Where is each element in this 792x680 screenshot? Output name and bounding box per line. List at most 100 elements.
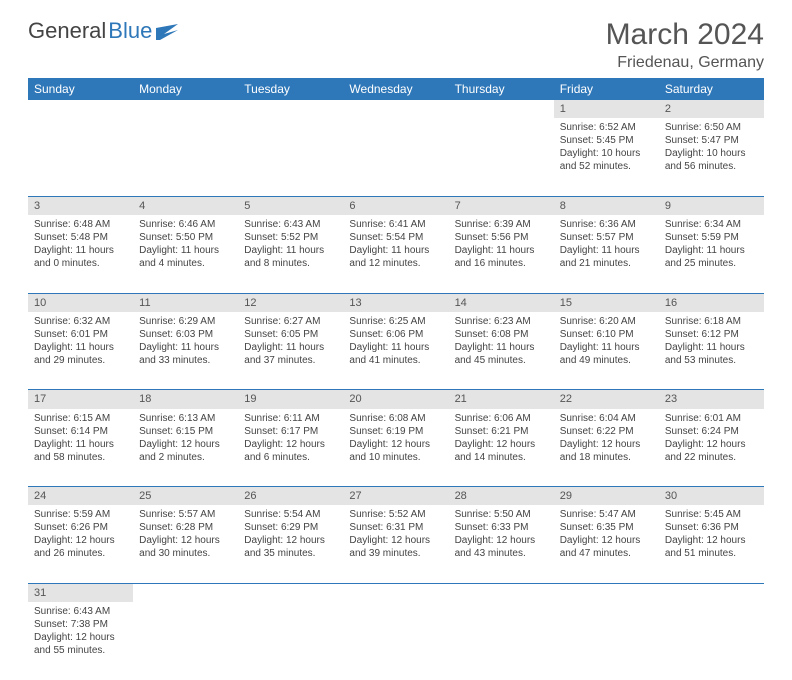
sunset-text: Sunset: 6:36 PM (665, 521, 758, 534)
sunset-text: Sunset: 6:24 PM (665, 425, 758, 438)
daynum-row: 31 (28, 583, 764, 602)
daynum-cell: 4 (133, 196, 238, 215)
day-cell: Sunrise: 6:34 AMSunset: 5:59 PMDaylight:… (659, 215, 764, 293)
sunrise-text: Sunrise: 6:20 AM (560, 315, 653, 328)
daynum-cell: 8 (554, 196, 659, 215)
daynum-cell: 16 (659, 293, 764, 312)
daynum-cell: 9 (659, 196, 764, 215)
daynum-cell: 24 (28, 487, 133, 506)
daynum-row: 3456789 (28, 196, 764, 215)
sunrise-text: Sunrise: 5:52 AM (349, 508, 442, 521)
day-cell: Sunrise: 6:50 AMSunset: 5:47 PMDaylight:… (659, 118, 764, 196)
day-cell: Sunrise: 6:46 AMSunset: 5:50 PMDaylight:… (133, 215, 238, 293)
daylight-text: Daylight: 10 hours and 56 minutes. (665, 147, 758, 173)
sunset-text: Sunset: 6:12 PM (665, 328, 758, 341)
day-cell: Sunrise: 6:29 AMSunset: 6:03 PMDaylight:… (133, 312, 238, 390)
sunrise-text: Sunrise: 6:15 AM (34, 412, 127, 425)
sunset-text: Sunset: 6:28 PM (139, 521, 232, 534)
sunrise-text: Sunrise: 5:50 AM (455, 508, 548, 521)
sunrise-text: Sunrise: 6:52 AM (560, 121, 653, 134)
daynum-cell (449, 583, 554, 602)
day-cell (343, 602, 448, 680)
logo-text-2: Blue (108, 18, 152, 44)
location: Friedenau, Germany (606, 54, 764, 72)
sunrise-text: Sunrise: 6:06 AM (455, 412, 548, 425)
sunset-text: Sunset: 7:38 PM (34, 618, 127, 631)
day-cell: Sunrise: 6:13 AMSunset: 6:15 PMDaylight:… (133, 409, 238, 487)
daylight-text: Daylight: 12 hours and 2 minutes. (139, 438, 232, 464)
daynum-cell: 20 (343, 390, 448, 409)
sunset-text: Sunset: 6:15 PM (139, 425, 232, 438)
daynum-cell: 21 (449, 390, 554, 409)
sunset-text: Sunset: 5:50 PM (139, 231, 232, 244)
daynum-cell: 26 (238, 487, 343, 506)
daylight-text: Daylight: 11 hours and 41 minutes. (349, 341, 442, 367)
day-cell: Sunrise: 5:57 AMSunset: 6:28 PMDaylight:… (133, 505, 238, 583)
daynum-cell: 14 (449, 293, 554, 312)
sunrise-text: Sunrise: 5:57 AM (139, 508, 232, 521)
sunset-text: Sunset: 6:14 PM (34, 425, 127, 438)
day-cell: Sunrise: 6:36 AMSunset: 5:57 PMDaylight:… (554, 215, 659, 293)
sunset-text: Sunset: 6:17 PM (244, 425, 337, 438)
day-cell: Sunrise: 6:11 AMSunset: 6:17 PMDaylight:… (238, 409, 343, 487)
daynum-cell: 13 (343, 293, 448, 312)
sunrise-text: Sunrise: 6:29 AM (139, 315, 232, 328)
day-cell: Sunrise: 6:32 AMSunset: 6:01 PMDaylight:… (28, 312, 133, 390)
daylight-text: Daylight: 11 hours and 25 minutes. (665, 244, 758, 270)
daynum-cell: 19 (238, 390, 343, 409)
day-cell: Sunrise: 6:18 AMSunset: 6:12 PMDaylight:… (659, 312, 764, 390)
daynum-cell (343, 583, 448, 602)
sunset-text: Sunset: 5:56 PM (455, 231, 548, 244)
day-cell (449, 118, 554, 196)
weekday-header: Monday (133, 78, 238, 100)
daynum-cell: 18 (133, 390, 238, 409)
daylight-text: Daylight: 11 hours and 0 minutes. (34, 244, 127, 270)
day-cell: Sunrise: 6:27 AMSunset: 6:05 PMDaylight:… (238, 312, 343, 390)
daylight-text: Daylight: 11 hours and 8 minutes. (244, 244, 337, 270)
sunset-text: Sunset: 6:03 PM (139, 328, 232, 341)
sunset-text: Sunset: 6:06 PM (349, 328, 442, 341)
sunset-text: Sunset: 5:45 PM (560, 134, 653, 147)
day-cell (343, 118, 448, 196)
daylight-text: Daylight: 12 hours and 51 minutes. (665, 534, 758, 560)
sunrise-text: Sunrise: 6:08 AM (349, 412, 442, 425)
sunrise-text: Sunrise: 6:23 AM (455, 315, 548, 328)
day-cell: Sunrise: 6:06 AMSunset: 6:21 PMDaylight:… (449, 409, 554, 487)
month-title: March 2024 (606, 18, 764, 52)
day-cell (133, 602, 238, 680)
daylight-text: Daylight: 12 hours and 14 minutes. (455, 438, 548, 464)
daylight-text: Daylight: 12 hours and 22 minutes. (665, 438, 758, 464)
daynum-cell (449, 100, 554, 118)
day-cell: Sunrise: 6:52 AMSunset: 5:45 PMDaylight:… (554, 118, 659, 196)
day-cell (659, 602, 764, 680)
day-cell: Sunrise: 6:43 AMSunset: 7:38 PMDaylight:… (28, 602, 133, 680)
sunset-text: Sunset: 5:59 PM (665, 231, 758, 244)
daylight-text: Daylight: 11 hours and 37 minutes. (244, 341, 337, 367)
calendar-table: SundayMondayTuesdayWednesdayThursdayFrid… (28, 78, 764, 680)
day-cell (238, 118, 343, 196)
logo-flag-icon (156, 24, 178, 40)
week-row: Sunrise: 6:52 AMSunset: 5:45 PM Daylight:… (28, 118, 764, 196)
day-cell (449, 602, 554, 680)
daynum-cell (238, 583, 343, 602)
week-row: Sunrise: 6:43 AMSunset: 7:38 PMDaylight:… (28, 602, 764, 680)
day-cell: Sunrise: 6:01 AMSunset: 6:24 PMDaylight:… (659, 409, 764, 487)
daynum-cell: 29 (554, 487, 659, 506)
sunrise-text: Sunrise: 6:39 AM (455, 218, 548, 231)
day-cell: Sunrise: 5:59 AMSunset: 6:26 PMDaylight:… (28, 505, 133, 583)
daynum-cell (238, 100, 343, 118)
daylight-text: Daylight: 11 hours and 29 minutes. (34, 341, 127, 367)
daylight-text: Daylight: 11 hours and 49 minutes. (560, 341, 653, 367)
day-cell: Sunrise: 6:04 AMSunset: 6:22 PMDaylight:… (554, 409, 659, 487)
daynum-cell: 31 (28, 583, 133, 602)
daylight-text: Daylight: 12 hours and 18 minutes. (560, 438, 653, 464)
sunset-text: Sunset: 6:10 PM (560, 328, 653, 341)
daynum-cell: 10 (28, 293, 133, 312)
logo-text-1: General (28, 18, 106, 44)
sunrise-text: Sunrise: 6:36 AM (560, 218, 653, 231)
weekday-header: Wednesday (343, 78, 448, 100)
daynum-cell: 15 (554, 293, 659, 312)
sunset-text: Sunset: 5:57 PM (560, 231, 653, 244)
sunset-text: Sunset: 6:26 PM (34, 521, 127, 534)
daynum-cell: 2 (659, 100, 764, 118)
